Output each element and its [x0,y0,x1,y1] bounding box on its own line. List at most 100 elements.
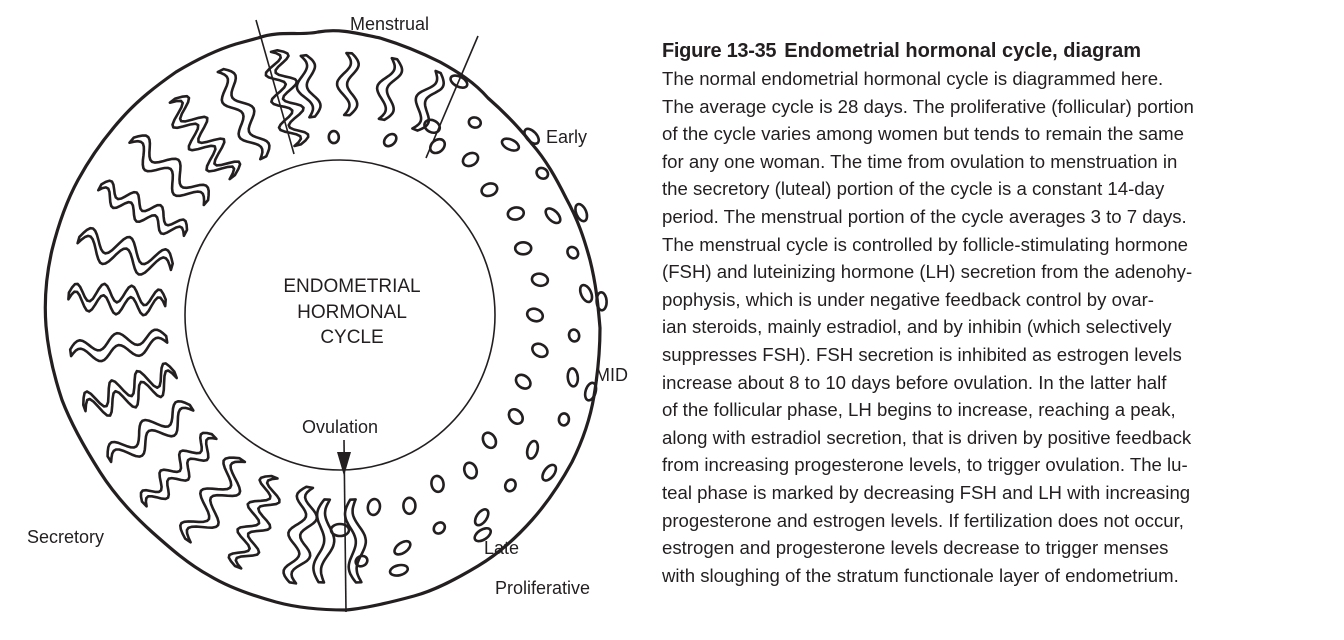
gland-round [388,563,410,577]
caption-line: pophysis, which is under negative feedba… [662,288,1154,310]
gland-round [449,74,469,89]
gland-tortuous [335,51,360,117]
caption-line: the secretory (luteal) portion of the cy… [662,178,1165,200]
gland-round [507,407,524,426]
label-mid: MID [595,365,628,385]
gland-round [329,522,351,538]
gland-round [595,291,608,312]
gland-round [473,508,490,527]
gland-tortuous [76,226,174,276]
caption-line: (FSH) and luteinizing hormone (LH) secre… [662,261,1193,283]
label-ovulation: Ovulation [302,417,378,437]
gland-tortuous [128,134,210,207]
gland-tortuous [139,431,218,508]
gland-round [566,245,580,260]
gland-tortuous [106,400,195,464]
caption-line: for any one woman. The time from ovulati… [662,150,1178,172]
gland-tortuous [411,69,445,132]
caption-line: estrogen and progesterone levels decreas… [662,537,1169,559]
endometrial-glands [67,49,608,585]
caption-line: period. The menstrual portion of the cyc… [662,205,1187,227]
gland-round [481,431,498,450]
caption-line: teal phase is marked by decreasing FSH a… [662,481,1191,503]
gland-round [535,166,550,180]
gland-round [566,367,580,388]
gland-round [514,373,532,390]
gland-tortuous [179,456,247,544]
gland-tortuous [82,362,178,417]
figure-number: Figure 13-35 [662,40,777,62]
caption-line: The menstrual cycle is controlled by fol… [662,233,1189,255]
figure-caption: Figure 13-35 Endometrial hormonal cycle, … [662,38,1322,589]
caption-line: increase about 8 to 10 days before ovula… [662,371,1167,393]
gland-tortuous [343,498,368,584]
gland-tortuous [312,498,336,584]
caption-line: ian steroids, mainly estradiol, and by i… [662,316,1172,338]
gland-round [467,116,483,129]
gland-tortuous [68,328,169,363]
gland-round [567,328,581,343]
center-label-line-1: ENDOMETRIAL [283,276,420,297]
figure-heading: Figure 13-35 Endometrial hormonal cycle, … [662,38,1322,65]
gland-round [393,539,412,556]
gland-tortuous [216,67,271,161]
gland-round [500,137,521,152]
caption-line: from increasing progesterone levels, to … [662,454,1188,476]
gland-round [557,412,571,427]
caption-body: The normal endometrial hormonal cycle is… [662,65,1322,589]
gland-round [327,129,341,145]
label-late: Late [484,538,519,558]
gland-tortuous [282,485,319,585]
caption-line: The average cycle is 28 days. The prolif… [662,95,1194,117]
gland-round [430,474,445,494]
gland-round [461,151,480,168]
gland-round [583,381,598,402]
gland-round [525,307,545,323]
gland-round [480,182,499,198]
center-label-line-3: CYCLE [320,327,383,348]
gland-round [506,206,526,221]
gland-round [366,497,382,517]
endometrium-outer-border [43,29,602,612]
caption-line: with sloughing of the stratum functional… [662,564,1179,586]
gland-round [382,132,398,148]
ovulation-arrowhead [337,452,351,476]
caption-line: along with estradiol secretion, that is … [662,426,1192,448]
endometrial-cycle-diagram: ENDOMETRIAL HORMONAL CYCLE Menstrual Ear… [27,14,628,613]
gland-tortuous [295,53,322,119]
gland-round [530,272,550,288]
gland-tortuous [227,474,281,570]
gland-round [428,137,447,155]
gland-tortuous [264,49,310,148]
label-secretory: Secretory [27,527,104,547]
caption-line: suppresses FSH). FSH secretion is inhibi… [662,343,1182,365]
menstrual-boundary-line-left [255,19,295,155]
gland-round [423,118,442,135]
figure-title: Endometrial hormonal cycle, diagram [784,40,1142,62]
gland-round [402,496,417,516]
caption-line: progesterone and estrogen levels. If fer… [662,509,1184,531]
caption-line: of the follicular phase, LH begins to in… [662,399,1176,421]
caption-line: of the cycle varies among women but tend… [662,123,1184,145]
label-proliferative: Proliferative [495,578,590,598]
gland-tortuous [67,282,167,317]
center-label-line-2: HORMONAL [297,302,407,323]
gland-round [523,127,541,146]
menstrual-boundary-line-right [425,35,479,159]
gland-round [531,342,549,359]
gland-round [525,439,540,460]
caption-line: The normal endometrial hormonal cycle is… [662,68,1164,89]
gland-tortuous [97,179,189,238]
gland-round [432,521,447,535]
gland-round [544,207,562,225]
gland-round [462,461,479,480]
label-early: Early [546,127,587,147]
label-menstrual: Menstrual [350,14,429,34]
gland-round [473,526,493,543]
gland-round [574,202,589,223]
gland-round [503,478,517,493]
gland-tortuous [375,56,404,122]
lumen-circle [184,159,496,471]
gland-tortuous [168,94,242,181]
gland-round [513,241,533,256]
